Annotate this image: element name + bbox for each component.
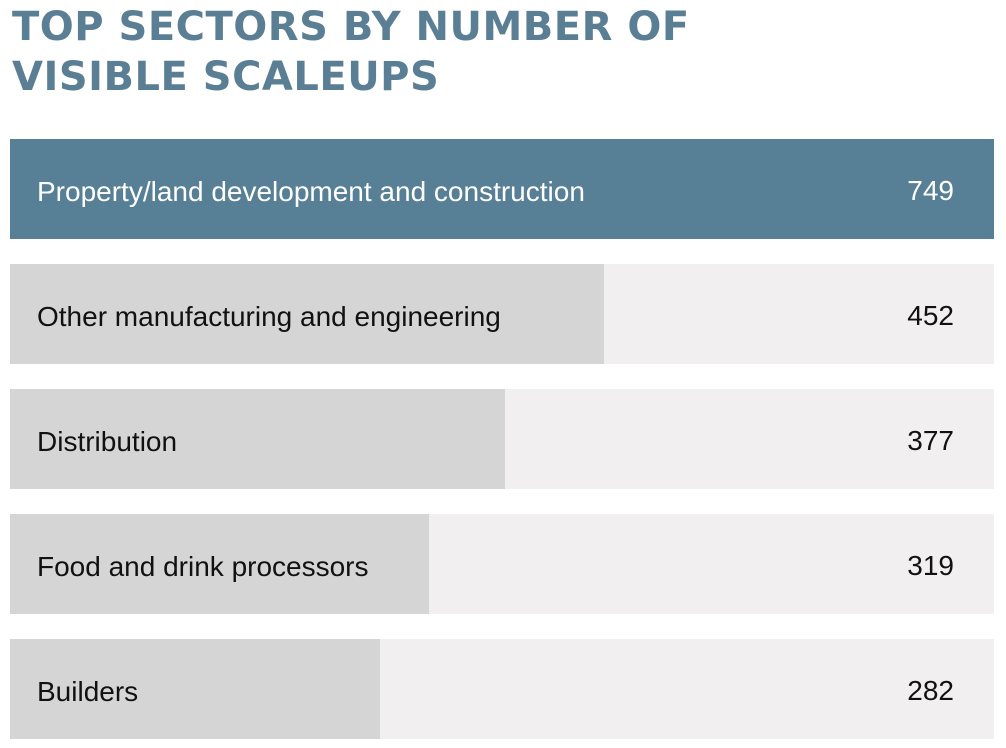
- bar-row: Distribution 377: [10, 389, 994, 489]
- bar-row: Food and drink processors 319: [10, 514, 994, 614]
- bar-row: Builders 282: [10, 639, 994, 739]
- bar-value-label: 319: [907, 550, 954, 581]
- bar: [10, 639, 381, 739]
- bar: [10, 389, 506, 489]
- bar-value-label: 749: [907, 175, 954, 206]
- bar-value-label: 452: [907, 300, 954, 331]
- bar-value-label: 282: [907, 675, 954, 706]
- bar: [10, 264, 604, 364]
- bar: [10, 139, 994, 239]
- bar-label: Builders: [37, 676, 139, 707]
- bar-label: Other manufacturing and engineering: [37, 301, 501, 332]
- chart-title-line-2: VISIBLE SCALEUPS: [12, 54, 440, 100]
- chart-title-line-1: TOP SECTORS BY NUMBER OF: [12, 4, 690, 50]
- bar-value-label: 377: [907, 425, 954, 456]
- bar-label: Distribution: [37, 426, 178, 457]
- chart-title: TOP SECTORS BY NUMBER OF VISIBLE SCALEUP…: [12, 2, 912, 102]
- bar: [10, 514, 430, 614]
- bar-label: Property/land development and constructi…: [37, 176, 585, 207]
- bar-row: Other manufacturing and engineering 452: [10, 264, 994, 364]
- bar-chart: Property/land development and constructi…: [10, 139, 994, 739]
- bar-label: Food and drink processors: [37, 551, 369, 582]
- bar-row: Property/land development and constructi…: [10, 139, 994, 239]
